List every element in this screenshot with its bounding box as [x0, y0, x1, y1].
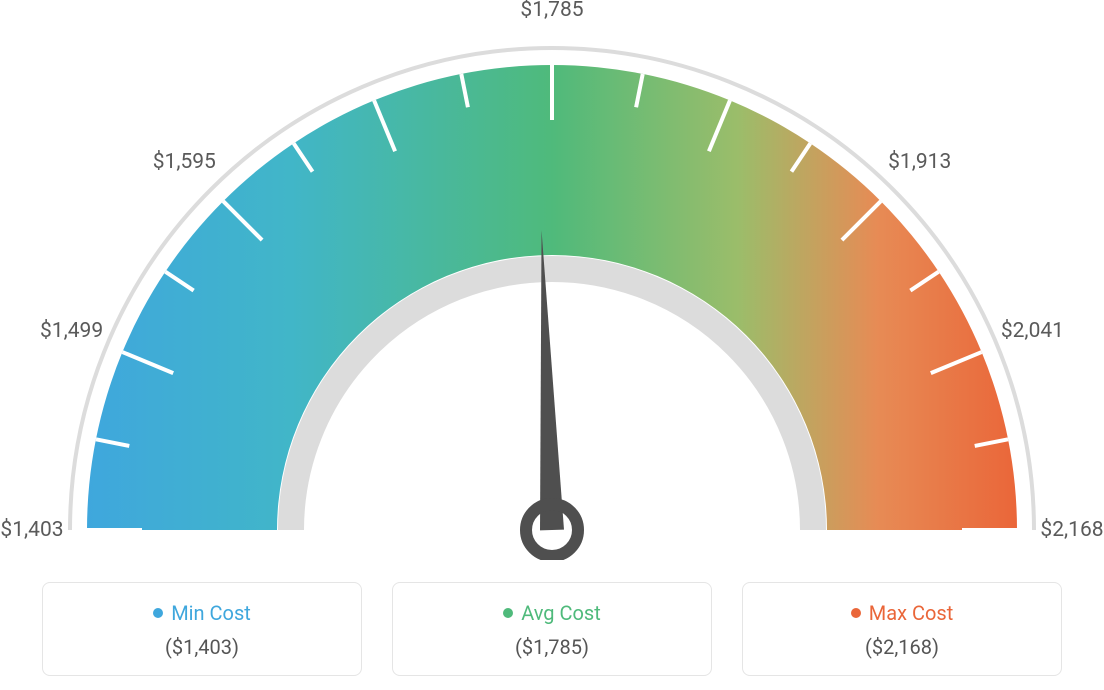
legend-value: ($1,403): [63, 635, 341, 659]
legend-value: ($2,168): [763, 635, 1041, 659]
legend-label-row: Avg Cost: [413, 601, 691, 625]
dot-icon: [503, 608, 513, 618]
legend-card-min: Min Cost ($1,403): [42, 582, 362, 676]
legend-label: Avg Cost: [521, 601, 601, 625]
legend-card-avg: Avg Cost ($1,785): [392, 582, 712, 676]
legend-label: Min Cost: [171, 601, 251, 625]
legend-row: Min Cost ($1,403) Avg Cost ($1,785) Max …: [0, 582, 1104, 676]
gauge-svg: [0, 0, 1104, 560]
legend-value: ($1,785): [413, 635, 691, 659]
legend-label-row: Min Cost: [63, 601, 341, 625]
gauge-tick-label: $1,785: [520, 0, 583, 22]
gauge-tick-label: $1,499: [40, 319, 103, 343]
legend-label-row: Max Cost: [763, 601, 1041, 625]
gauge-tick-label: $1,595: [153, 150, 216, 174]
cost-gauge-infographic: $1,403 $1,499 $1,595 $1,785 $1,913 $2,041 $2,1…: [0, 0, 1104, 690]
legend-card-max: Max Cost ($2,168): [742, 582, 1062, 676]
dot-icon: [851, 608, 861, 618]
gauge-tick-label: $1,913: [888, 150, 951, 174]
gauge-tick-label: $1,403: [0, 518, 63, 542]
gauge-tick-label: $2,168: [1040, 518, 1103, 542]
gauge-tick-label: $2,041: [1001, 319, 1064, 343]
dot-icon: [153, 608, 163, 618]
gauge-chart: $1,403 $1,499 $1,595 $1,785 $1,913 $2,041 $2,1…: [0, 0, 1104, 560]
legend-label: Max Cost: [869, 601, 954, 625]
